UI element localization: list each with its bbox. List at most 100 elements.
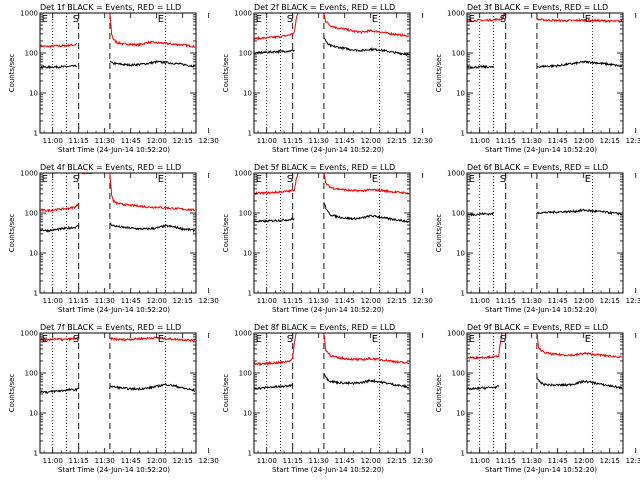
x-tick-label: 11:45	[548, 457, 568, 465]
detector-panel: Det 9f BLACK = Events, RED = LLD 1 10 100 10…	[435, 323, 640, 474]
y-axis-label: Counts/sec	[8, 214, 16, 253]
y-tick-label: 10	[243, 410, 252, 418]
x-tick-label: 12:30	[626, 297, 640, 305]
panel-title: Det 9f BLACK = Events, RED = LLD	[467, 323, 608, 332]
lld-series-line	[323, 12, 410, 38]
y-axis-label: Counts/sec	[222, 214, 230, 253]
x-tick-label: 12:00	[574, 137, 594, 145]
events-series-line	[40, 64, 78, 70]
x-tick-label: 11:00	[470, 137, 490, 145]
lld-series-line	[254, 172, 299, 196]
x-axis-label: Start Time (24-Jun-14 10:52:20)	[485, 466, 597, 474]
x-tick-label: 11:30	[95, 137, 115, 145]
y-tick-label: 10	[456, 250, 465, 258]
panel-title: Det 8f BLACK = Events, RED = LLD	[254, 323, 395, 332]
y-tick-label: 10	[243, 250, 252, 258]
event-marker-label: E	[585, 14, 591, 25]
x-axis-label: Start Time (24-Jun-14 10:52:20)	[58, 146, 170, 154]
x-tick-label: 11:45	[121, 137, 141, 145]
y-tick-label: 10	[29, 90, 38, 98]
y-tick-label: 1	[34, 130, 38, 138]
events-series-line	[323, 373, 409, 389]
y-tick-label: 1000	[234, 170, 252, 178]
y-tick-label: 1	[34, 290, 38, 298]
x-tick-label: 11:15	[283, 137, 303, 145]
x-tick-label: 11:45	[335, 457, 355, 465]
x-tick-label: 11:15	[496, 297, 516, 305]
x-tick-label: 11:00	[43, 137, 63, 145]
y-tick-label: 1000	[20, 330, 38, 338]
events-series-line	[323, 36, 410, 56]
event-marker-label: S	[287, 174, 293, 185]
x-tick-label: 12:15	[173, 297, 193, 305]
detector-panel: Det 3f BLACK = Events, RED = LLD 1 10 100 10…	[435, 3, 640, 154]
x-tick-label: 12:30	[626, 457, 640, 465]
event-marker-label: S	[287, 14, 293, 25]
events-series-line	[536, 208, 623, 216]
event-marker-label: E	[372, 14, 378, 25]
x-tick-label: 12:30	[626, 137, 640, 145]
event-marker-label: S	[73, 334, 79, 345]
plot-frame	[39, 172, 197, 294]
x-axis-label: Start Time (24-Jun-14 10:52:20)	[58, 306, 170, 314]
event-marker-label: E	[42, 174, 48, 185]
y-tick-label: 1	[461, 450, 465, 458]
detector-panel: Det 1f BLACK = Events, RED = LLD 1 10 100 10…	[8, 3, 219, 154]
y-tick-label: 1000	[20, 170, 38, 178]
y-tick-label: 100	[452, 370, 465, 378]
panel-title: Det 6f BLACK = Events, RED = LLD	[467, 163, 608, 172]
event-marker-label: E	[42, 14, 48, 25]
y-tick-label: 100	[239, 50, 252, 58]
event-marker-label: E	[256, 174, 262, 185]
x-tick-label: 12:00	[574, 297, 594, 305]
x-tick-label: 11:00	[257, 297, 277, 305]
panel-title: Det 3f BLACK = Events, RED = LLD	[467, 3, 608, 12]
event-marker-label: E	[158, 174, 164, 185]
event-marker-label: E	[469, 14, 475, 25]
y-tick-label: 1000	[447, 170, 465, 178]
events-series-line	[323, 202, 410, 224]
events-series-line	[536, 60, 623, 69]
x-tick-label: 11:45	[335, 137, 355, 145]
panel-title: Det 7f BLACK = Events, RED = LLD	[40, 323, 181, 332]
lld-series-line	[536, 332, 622, 359]
plot-frame	[253, 12, 411, 134]
x-tick-label: 12:30	[413, 457, 433, 465]
x-tick-label: 11:15	[283, 457, 303, 465]
y-tick-label: 1	[461, 290, 465, 298]
y-tick-label: 1	[248, 290, 252, 298]
events-series-line	[467, 211, 495, 217]
x-tick-label: 11:30	[309, 457, 329, 465]
y-tick-label: 1000	[447, 330, 465, 338]
events-series-line	[109, 60, 196, 68]
detector-panel: Det 5f BLACK = Events, RED = LLD 1 10 100 10…	[222, 163, 433, 314]
x-tick-label: 12:00	[361, 457, 381, 465]
event-marker-label: S	[500, 174, 506, 185]
x-tick-label: 12:15	[600, 137, 620, 145]
y-tick-label: 100	[239, 370, 252, 378]
x-tick-label: 12:15	[600, 457, 620, 465]
x-tick-label: 12:30	[199, 297, 219, 305]
x-tick-label: 11:30	[522, 137, 542, 145]
lld-series-line	[467, 12, 506, 23]
y-tick-label: 100	[239, 210, 252, 218]
x-tick-label: 11:15	[69, 297, 89, 305]
y-tick-label: 100	[25, 210, 38, 218]
x-axis-label: Start Time (24-Jun-14 10:52:20)	[485, 306, 597, 314]
event-marker-label: S	[287, 334, 293, 345]
events-series-line	[467, 385, 500, 392]
plot-frame	[39, 332, 197, 454]
x-tick-label: 12:00	[147, 137, 167, 145]
y-tick-label: 10	[243, 90, 252, 98]
lld-series-line	[254, 12, 299, 41]
x-tick-label: 12:15	[387, 457, 407, 465]
x-tick-label: 11:45	[548, 137, 568, 145]
lld-series-line	[323, 172, 409, 195]
x-tick-label: 11:45	[121, 297, 141, 305]
lld-series-line	[536, 17, 623, 24]
event-marker-label: E	[469, 334, 475, 345]
y-tick-label: 1	[248, 130, 252, 138]
events-series-line	[536, 376, 623, 390]
x-tick-label: 11:45	[335, 297, 355, 305]
event-marker-label: S	[73, 14, 79, 25]
